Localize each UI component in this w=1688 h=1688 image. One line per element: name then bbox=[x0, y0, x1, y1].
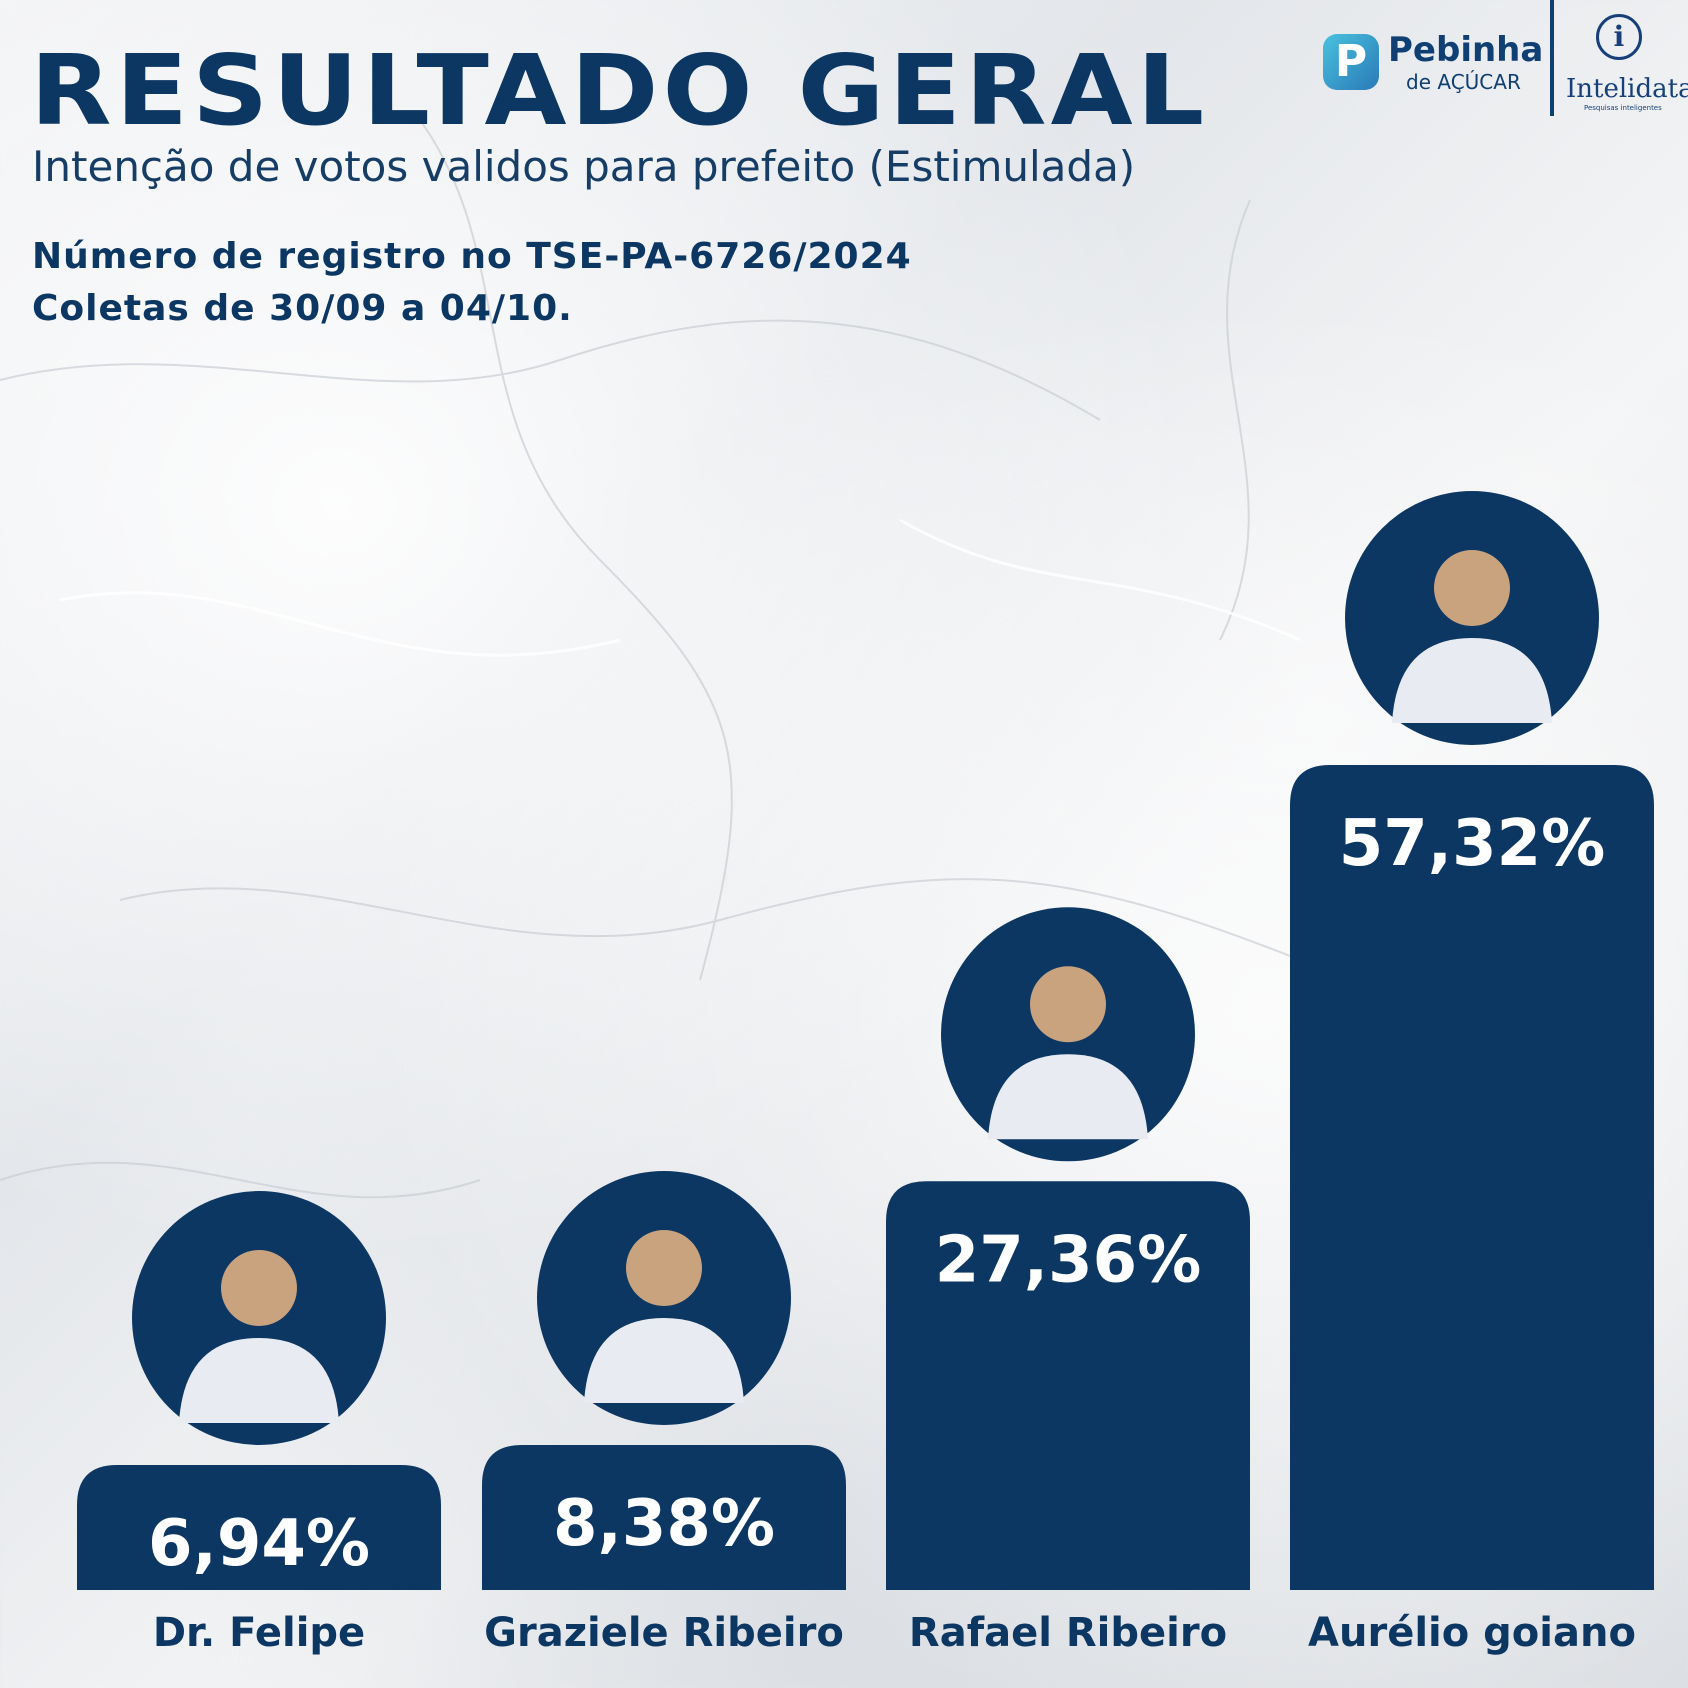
person-icon bbox=[626, 1229, 702, 1306]
person-icon bbox=[1434, 550, 1510, 626]
category-label: Graziele Ribeiro bbox=[484, 1610, 844, 1656]
category-label: Dr. Felipe bbox=[153, 1610, 365, 1656]
bar-value-label: 8,38% bbox=[553, 1487, 775, 1561]
person-body-icon bbox=[179, 1338, 339, 1423]
bar-value-label: 27,36% bbox=[935, 1223, 1202, 1297]
logo-divider bbox=[1550, 0, 1554, 116]
person-body-icon bbox=[988, 1054, 1148, 1140]
intelidata-logo-tagline: Pesquisas inteligentes bbox=[1584, 104, 1662, 112]
pebinha-logo-sub: de AÇÚCAR bbox=[1406, 70, 1521, 94]
person-body-icon bbox=[1392, 638, 1552, 723]
bar bbox=[77, 1465, 441, 1590]
page-subtitle: Intenção de votos validos para prefeito … bbox=[32, 142, 1136, 191]
person-icon bbox=[1030, 966, 1106, 1043]
intelidata-logo-icon: i bbox=[1596, 14, 1642, 60]
bar-value-label: 6,94% bbox=[148, 1507, 370, 1581]
pebinha-logo-name: Pebinha bbox=[1388, 30, 1544, 70]
registration-number: Número de registro no TSE-PA-6726/2024 bbox=[32, 236, 912, 277]
page-title: RESULTADO GERAL bbox=[30, 33, 1209, 147]
category-label: Aurélio goiano bbox=[1308, 1610, 1636, 1656]
bar bbox=[482, 1444, 846, 1590]
bar-value-label: 57,32% bbox=[1339, 807, 1606, 881]
bar bbox=[886, 1181, 1250, 1590]
intelidata-logo-name: Intelidata bbox=[1566, 74, 1688, 104]
bar bbox=[1290, 765, 1654, 1590]
person-icon bbox=[221, 1250, 297, 1326]
person-body-icon bbox=[584, 1317, 744, 1403]
category-label: Rafael Ribeiro bbox=[909, 1610, 1227, 1656]
pebinha-logo-icon: P bbox=[1323, 34, 1379, 90]
collection-period: Coletas de 30/09 a 04/10. bbox=[32, 288, 573, 329]
